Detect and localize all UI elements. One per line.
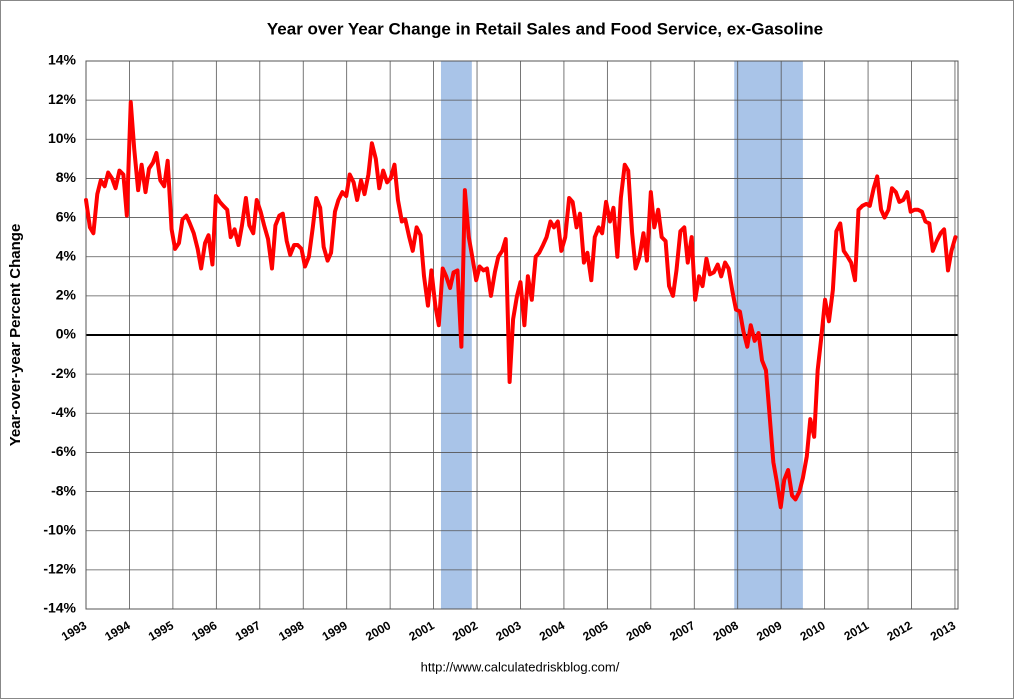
y-tick-label: 2% (56, 287, 77, 303)
y-tick-label: 8% (56, 169, 77, 185)
y-tick-label: -8% (51, 482, 76, 498)
y-tick-label: 0% (56, 326, 77, 342)
y-tick-label: -2% (51, 365, 76, 381)
y-axis-label: Year-over-year Percent Change (7, 224, 24, 447)
y-tick-label: 14% (48, 52, 77, 68)
y-tick-label: 12% (48, 91, 77, 107)
source-note: http://www.calculatedriskblog.com/ (421, 659, 620, 674)
data-line (84, 100, 958, 510)
plot-border (85, 60, 959, 610)
y-tick-label: 10% (48, 130, 77, 146)
y-tick-label: 4% (56, 247, 77, 263)
y-tick-label: -14% (43, 600, 76, 616)
y-tick-label: 6% (56, 208, 77, 224)
y-tick-label: -6% (51, 443, 76, 459)
chart-title: Year over Year Change in Retail Sales an… (267, 19, 823, 38)
y-tick-label: -4% (51, 404, 76, 420)
y-tick-label: -12% (43, 561, 76, 577)
y-tick-label: -10% (43, 521, 76, 537)
